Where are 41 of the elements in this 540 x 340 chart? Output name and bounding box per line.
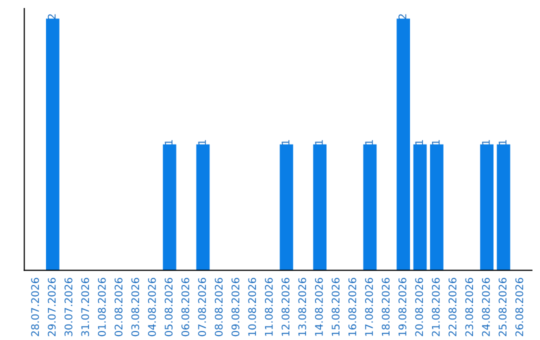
x-tick-label: 14.08.2026 [314,278,323,336]
x-tick-label: 10.08.2026 [248,278,256,336]
data-label: 2 [398,14,406,20]
x-tick-label: 12.08.2026 [282,278,290,336]
data-label: 1 [365,140,373,145]
data-label: 1 [432,140,440,145]
data-label: 1 [415,140,423,145]
x-tick-label: 09.08.2026 [232,278,240,336]
x-tick-label: 29.07.2026 [48,278,56,336]
x-tick-label: 08.08.2026 [214,278,223,336]
x-tick-label: 04.08.2026 [148,278,156,336]
x-tick-label: 31.07.2026 [81,278,90,336]
x-tick-label: 03.08.2026 [131,278,140,336]
x-tick-label: 18.08.2026 [382,278,390,336]
data-label: 1 [482,140,490,145]
x-tick-label: 24.08.2026 [482,278,490,336]
x-tick-label: 05.08.2026 [164,278,173,336]
x-tick-label: 02.08.2026 [114,278,122,336]
data-label: 1 [198,140,206,145]
data-label: 1 [282,140,290,145]
x-tick-label: 19.08.2026 [398,278,406,336]
x-tick-label: 26.08.2026 [515,278,524,336]
data-label: 2 [48,14,56,20]
x-tick-label: 25.08.2026 [498,278,507,336]
x-tick-label: 20.08.2026 [415,278,424,336]
data-label: 1 [498,140,506,145]
x-tick-label: 30.07.2026 [64,278,72,336]
x-tick-label: 17.08.2026 [365,278,373,336]
x-tick-label: 21.08.2026 [432,278,440,336]
x-tick-label: 28.07.2026 [31,278,40,336]
x-tick-label: 16.08.2026 [348,278,356,336]
x-tick-label: 01.08.2026 [98,278,106,336]
x-tick-label: 11.08.2026 [264,278,273,336]
x-tick-label: 06.08.2026 [181,278,190,336]
data-label: 1 [164,140,172,145]
x-tick-label: 13.08.2026 [298,278,306,336]
data-label: 1 [315,140,323,145]
x-tick-label: 23.08.2026 [465,278,474,336]
x-tick-label: 07.08.2026 [198,278,206,336]
x-tick-label: 22.08.2026 [448,278,456,336]
x-tick-label: 15.08.2026 [332,278,340,336]
